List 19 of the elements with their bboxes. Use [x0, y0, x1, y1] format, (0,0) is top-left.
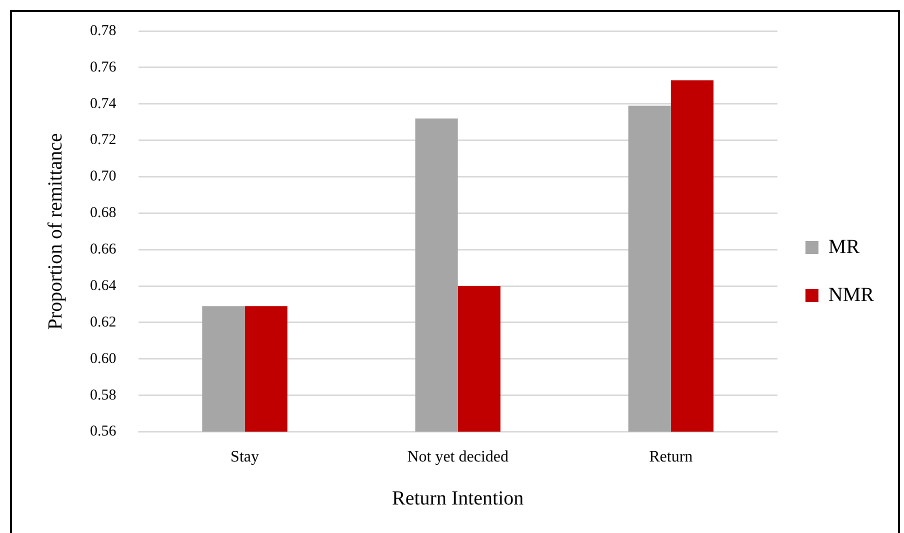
x-axis-title: Return Intention [392, 487, 524, 510]
y-tick-label: 0.62 [90, 314, 116, 330]
y-tick-label: 0.60 [90, 350, 116, 367]
y-tick-label: 0.70 [90, 168, 116, 185]
y-tick-label: 0.66 [90, 242, 117, 258]
x-tick-label: Return [649, 448, 693, 466]
x-tick-label: Stay [230, 448, 260, 466]
y-tick-label: 0.72 [90, 132, 116, 148]
y-tick-label: 0.58 [90, 387, 116, 404]
x-tick-label: Not yet decided [407, 448, 508, 466]
legend-label: MR [828, 236, 860, 258]
legend-label: NMR [828, 284, 875, 306]
y-tick-label: 0.56 [90, 424, 117, 440]
y-axis-title: Proportion of remittance [44, 132, 66, 330]
y-tick-label: 0.78 [90, 22, 116, 39]
y-tick-label: 0.68 [90, 205, 116, 222]
y-tick-label: 0.74 [90, 96, 117, 112]
y-tick-label: 0.64 [90, 278, 117, 294]
y-tick-label: 0.76 [90, 59, 117, 76]
